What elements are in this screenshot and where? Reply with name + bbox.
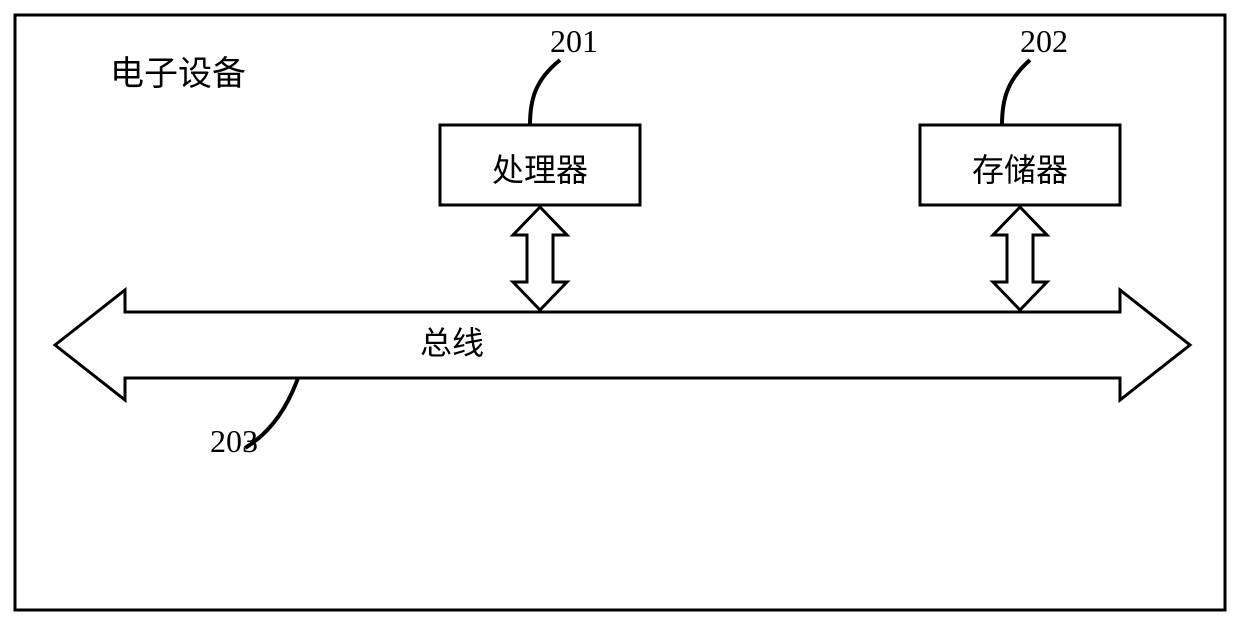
ref-203: 203: [210, 423, 258, 460]
ref-202-leader: [1002, 60, 1030, 125]
ref-201: 201: [550, 23, 598, 60]
ref-201-leader: [530, 60, 560, 125]
memory-connector: [993, 207, 1047, 310]
processor-connector: [513, 207, 567, 310]
memory-label: 存储器: [972, 145, 1068, 191]
bus-label: 总线: [420, 318, 484, 364]
processor-label: 处理器: [492, 145, 588, 191]
ref-202: 202: [1020, 23, 1068, 60]
diagram-title: 电子设备: [110, 46, 246, 95]
